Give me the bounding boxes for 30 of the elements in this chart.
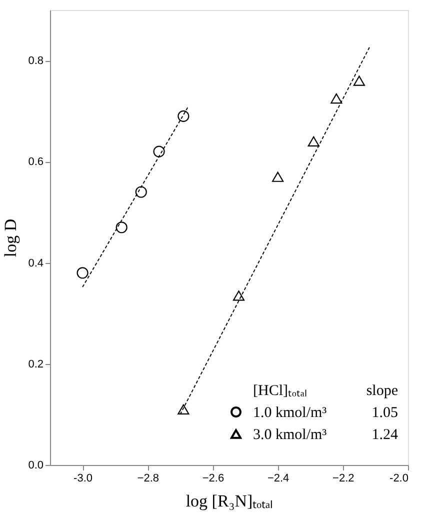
annotation: slope	[366, 383, 398, 399]
x-tick-label: -2.0	[390, 472, 408, 484]
annotation: 1.05	[372, 405, 398, 421]
y-tick-label: 0.0	[28, 460, 44, 472]
point	[178, 110, 190, 122]
point	[232, 290, 245, 301]
point	[135, 186, 147, 198]
y-tick-label: 0.4	[28, 257, 44, 270]
y-tick-label: 0.2	[28, 358, 44, 370]
point	[308, 136, 320, 147]
y-axis-title: log D	[1, 218, 20, 258]
y-tick-label: 0.6	[28, 156, 44, 168]
legend-label: 1.0 kmol/m³	[253, 405, 328, 421]
annotation: 1.24	[372, 427, 398, 443]
point	[76, 267, 88, 279]
x-tick-label: -3.0	[74, 472, 93, 484]
y-tick-label: 0.8	[28, 55, 44, 68]
point	[178, 404, 190, 414]
point	[330, 93, 342, 104]
x-tick-label: −2.6	[202, 472, 224, 484]
point	[353, 76, 365, 86]
legend-title: [HCl]ₜₒₜₐₗ	[253, 383, 308, 399]
x-tick-label: −2.2	[332, 472, 354, 484]
x-tick-label: −2.8	[137, 472, 159, 484]
point	[153, 146, 165, 158]
x-tick-label: −2.4	[267, 472, 290, 484]
point	[272, 172, 284, 182]
point	[116, 222, 128, 234]
legend-label: 3.0 kmol/m³	[253, 427, 328, 443]
x-axis-title: log [R₃N]ₜₒₜₐₗ	[186, 492, 274, 510]
